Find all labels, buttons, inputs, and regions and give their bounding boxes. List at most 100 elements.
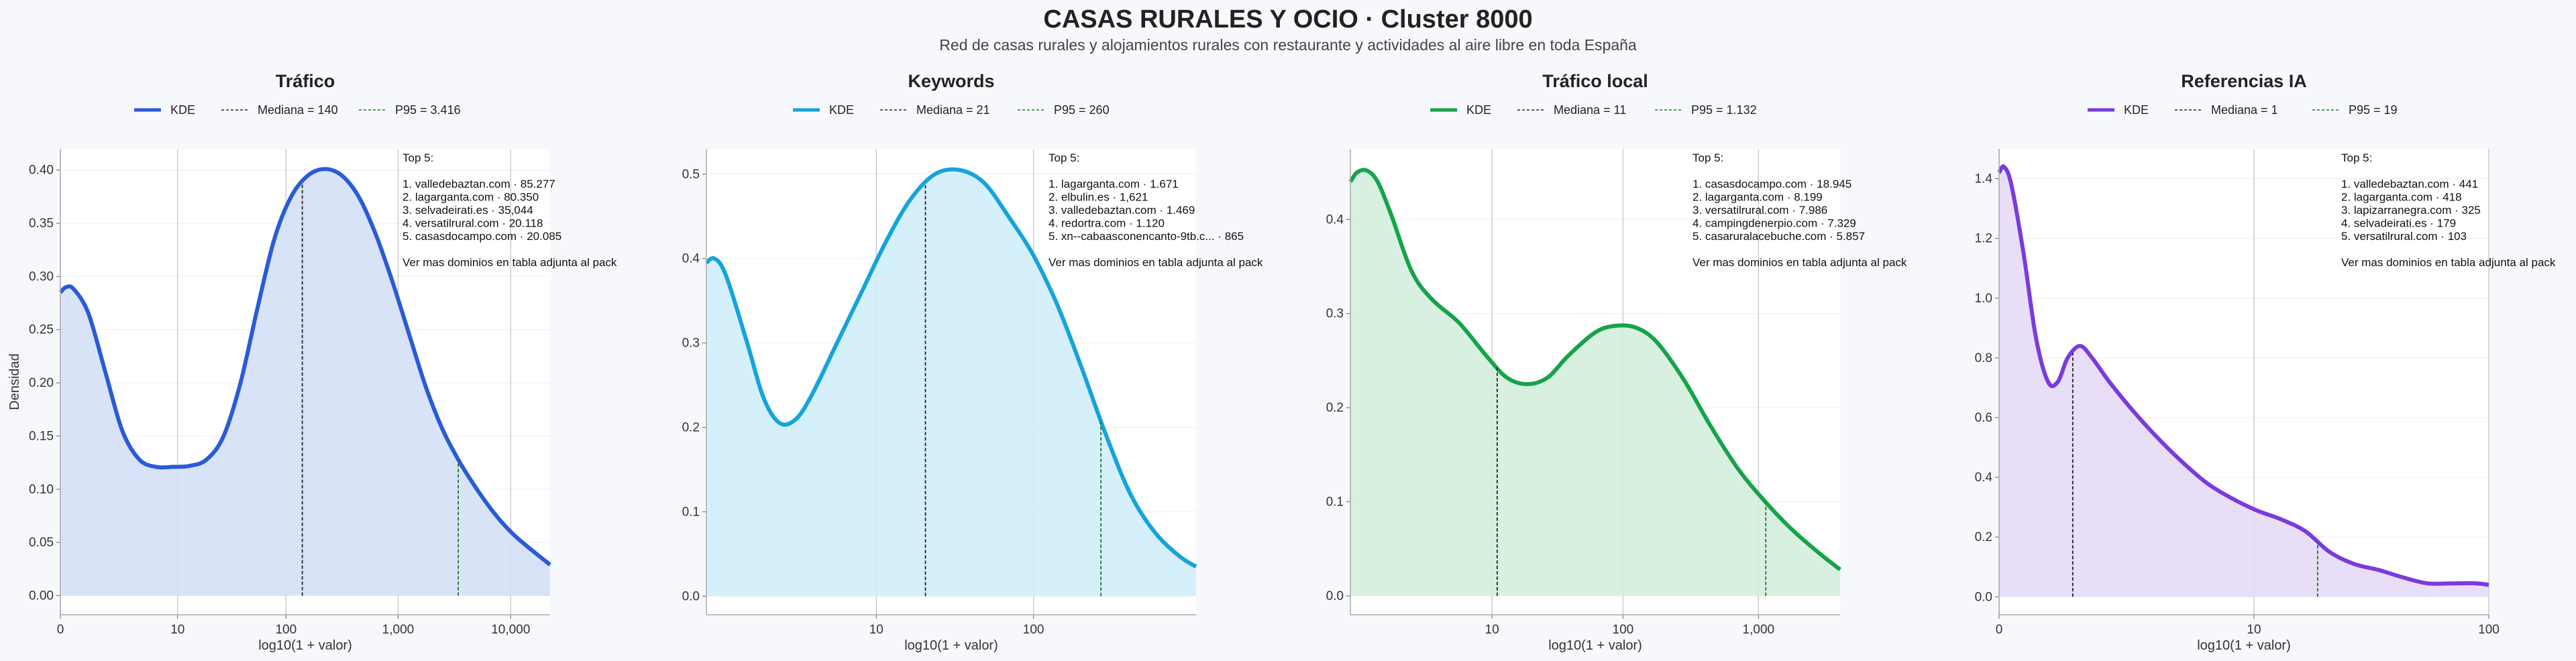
annotation-item: 2. lagarganta.com · 8.199 bbox=[1693, 191, 1823, 204]
y-tick-label: 0.1 bbox=[682, 505, 700, 519]
legend-p95-label: P95 = 19 bbox=[2349, 103, 2398, 117]
x-tick-label: 10,000 bbox=[491, 623, 530, 637]
annotation-item: 1. lagarganta.com · 1.671 bbox=[1049, 178, 1179, 190]
y-tick-label: 0.25 bbox=[29, 323, 54, 337]
annotation-title: Top 5: bbox=[1049, 152, 1079, 164]
legend-kde-label: KDE bbox=[829, 103, 854, 117]
x-tick-label: 0 bbox=[1996, 623, 2003, 637]
kde-line bbox=[1348, 168, 1841, 571]
y-tick-label: 0.4 bbox=[682, 252, 700, 266]
annotation-item: 2. lagarganta.com · 80.350 bbox=[402, 191, 539, 204]
annotation-item: 1. valledebaztan.com · 85.277 bbox=[402, 178, 555, 190]
annotation-item: 3. versatilrural.com · 7.986 bbox=[1693, 204, 1827, 217]
y-axis-label: Densidad bbox=[7, 353, 22, 410]
x-tick-label: 10 bbox=[1485, 623, 1499, 637]
annotation-item: 4. campingdenerpio.com · 7.329 bbox=[1693, 217, 1856, 230]
y-tick-label: 0.1 bbox=[1326, 495, 1344, 509]
y-tick-label: 1.0 bbox=[1975, 292, 1992, 306]
y-tick-label: 0.40 bbox=[29, 164, 54, 178]
annotation-footer: Ver mas dominios en tabla adjunta al pac… bbox=[1693, 256, 1907, 269]
y-tick-label: 0.35 bbox=[29, 217, 54, 231]
y-tick-label: 0.3 bbox=[682, 337, 700, 351]
y-tick-label: 0.3 bbox=[1326, 307, 1344, 321]
legend-median-label: Mediana = 140 bbox=[258, 103, 338, 117]
x-tick-label: 10 bbox=[2247, 623, 2261, 637]
y-tick-label: 0.2 bbox=[682, 420, 700, 434]
x-tick-label: 100 bbox=[2478, 623, 2500, 637]
y-tick-label: 0.4 bbox=[1326, 213, 1344, 227]
panel-title: Referencias IA bbox=[2181, 71, 2307, 91]
panel-title: Tráfico local bbox=[1542, 71, 1648, 91]
kde-line bbox=[58, 167, 551, 566]
annotation-item: 1. valledebaztan.com · 441 bbox=[2341, 178, 2478, 190]
page-title: CASAS RURALES Y OCIO · Cluster 8000 bbox=[1043, 5, 1533, 34]
annotation-item: 4. versatilrural.com · 20.118 bbox=[402, 217, 543, 230]
y-tick-label: 1.4 bbox=[1975, 172, 1993, 186]
annotation-item: 3. selvadeirati.es · 35,044 bbox=[402, 204, 533, 217]
kde-area bbox=[1350, 170, 1840, 596]
annotation-item: 2. elbulin.es · 1,621 bbox=[1049, 191, 1148, 204]
annotation-item: 5. casasdocampo.com · 20.085 bbox=[402, 230, 561, 243]
panel-title: Tráfico bbox=[276, 71, 335, 91]
y-tick-label: 0.00 bbox=[29, 589, 54, 603]
x-axis-label: log10(1 + valor) bbox=[2197, 638, 2291, 653]
y-tick-label: 0.4 bbox=[1975, 471, 1993, 485]
annotation-item: 4. redortra.com · 1.120 bbox=[1049, 217, 1165, 230]
x-tick-label: 100 bbox=[1613, 623, 1634, 637]
x-axis-label: log10(1 + valor) bbox=[258, 638, 352, 653]
annotation-item: 1. casasdocampo.com · 18.945 bbox=[1693, 178, 1851, 190]
annotation-item: 4. selvadeirati.es · 179 bbox=[2341, 217, 2456, 230]
kde-line bbox=[1997, 164, 2489, 587]
chart-panel-referencias-ia: Referencias IA KDE Mediana = 1 P95 = 19 0.0 0… bbox=[1975, 71, 2556, 653]
y-tick-label: 0.20 bbox=[29, 376, 54, 390]
annotation-item: 5. xn--cabaasconencanto-9tb.c... · 865 bbox=[1049, 230, 1244, 243]
y-tick-label: 0.8 bbox=[1975, 351, 1992, 365]
legend-kde-label: KDE bbox=[1466, 103, 1491, 117]
x-tick-label: 1,000 bbox=[1743, 623, 1775, 637]
annotation-footer: Ver mas dominios en tabla adjunta al pac… bbox=[1049, 256, 1263, 269]
chart-panel-trafico-local: Tráfico local KDE Mediana = 11 P95 = 1.132 0… bbox=[1326, 71, 1907, 653]
legend-p95-label: P95 = 1.132 bbox=[1691, 103, 1757, 117]
legend-kde-label: KDE bbox=[2124, 103, 2149, 117]
legend-p95-label: P95 = 260 bbox=[1054, 103, 1110, 117]
kde-area bbox=[60, 169, 550, 596]
legend-median-label: Mediana = 11 bbox=[1554, 103, 1626, 117]
y-tick-label: 0.30 bbox=[29, 269, 54, 284]
x-tick-label: 100 bbox=[275, 623, 297, 637]
x-tick-label: 100 bbox=[1023, 623, 1044, 637]
x-tick-label: 0 bbox=[57, 623, 64, 637]
y-tick-label: 0.0 bbox=[1975, 590, 1992, 604]
y-tick-label: 0.0 bbox=[1326, 589, 1344, 603]
x-tick-label: 10 bbox=[170, 623, 184, 637]
chart-panel-trafico: Tráfico KDE Mediana = 140 P95 = 3.416 0.00 0.… bbox=[7, 71, 617, 653]
y-tick-label: 0.05 bbox=[29, 536, 54, 550]
annotation-item: 3. lapizarranegra.com · 325 bbox=[2341, 204, 2481, 217]
annotation-item: 5. casaruralacebuche.com · 5.857 bbox=[1693, 230, 1865, 243]
annotation-item: 2. lagarganta.com · 418 bbox=[2341, 191, 2462, 204]
annotation-item: 3. valledebaztan.com · 1.469 bbox=[1049, 204, 1195, 217]
x-axis-label: log10(1 + valor) bbox=[904, 638, 998, 653]
x-tick-label: 10 bbox=[869, 623, 883, 637]
y-tick-label: 1.2 bbox=[1975, 232, 1992, 246]
panel-title: Keywords bbox=[908, 71, 994, 91]
kde-line bbox=[705, 167, 1197, 568]
y-tick-label: 0.10 bbox=[29, 483, 54, 497]
annotation-item: 5. versatilrural.com · 103 bbox=[2341, 230, 2467, 243]
page-subtitle: Red de casas rurales y alojamientos rura… bbox=[939, 36, 1637, 54]
annotation-title: Top 5: bbox=[402, 152, 433, 164]
annotation-footer: Ver mas dominios en tabla adjunta al pac… bbox=[2341, 256, 2556, 269]
y-tick-label: 0.5 bbox=[682, 168, 700, 182]
chart-panel-keywords: Keywords KDE Mediana = 21 P95 = 260 0.0 0.1 0.… bbox=[682, 71, 1263, 653]
annotation-title: Top 5: bbox=[1693, 152, 1723, 164]
y-tick-label: 0.2 bbox=[1975, 530, 1992, 544]
annotation-title: Top 5: bbox=[2341, 152, 2372, 164]
y-tick-label: 0.0 bbox=[682, 589, 700, 603]
legend-p95-label: P95 = 3.416 bbox=[395, 103, 461, 117]
kde-area bbox=[1999, 166, 2489, 597]
x-tick-label: 1,000 bbox=[382, 623, 415, 637]
legend-median-label: Mediana = 21 bbox=[916, 103, 990, 117]
legend-median-label: Mediana = 1 bbox=[2211, 103, 2278, 117]
y-tick-label: 0.6 bbox=[1975, 411, 1992, 425]
y-tick-label: 0.2 bbox=[1326, 401, 1344, 415]
annotation-footer: Ver mas dominios en tabla adjunta al pac… bbox=[402, 256, 617, 269]
